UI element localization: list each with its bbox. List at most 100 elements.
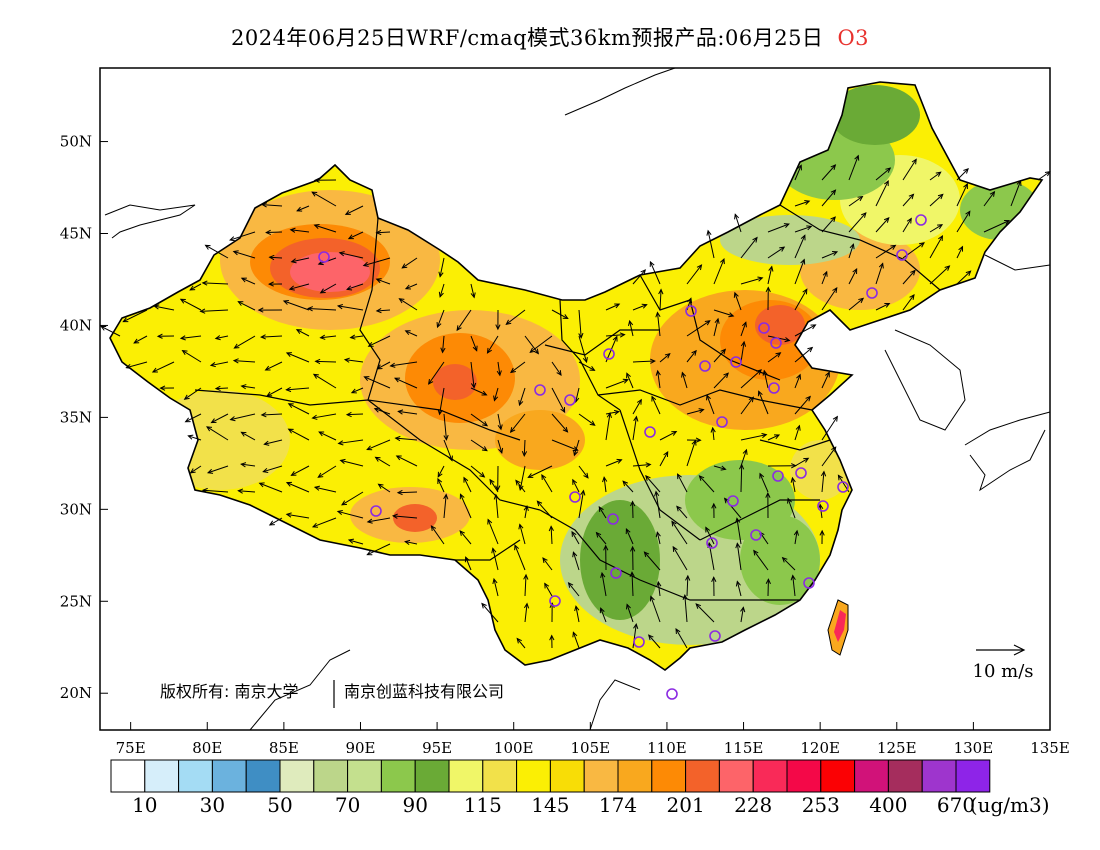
- wind-arrow: [100, 325, 121, 337]
- wind-arrow: [711, 576, 717, 597]
- wind-arrow: [600, 571, 607, 597]
- wind-arrow: [794, 424, 801, 441]
- wind-arrow: [398, 298, 418, 311]
- wind-arrow: [605, 378, 629, 389]
- wind-arrow: [632, 269, 647, 285]
- wind-arrow: [487, 518, 499, 545]
- wind-arrow: [337, 439, 364, 446]
- wind-arrow: [495, 309, 501, 331]
- wind-arrow: [367, 335, 391, 347]
- wind-arrow: [366, 543, 391, 556]
- wind-arrow: [605, 332, 626, 338]
- wind-arrow: [497, 413, 503, 431]
- wind-arrow: [794, 164, 802, 181]
- wind-arrow: [375, 278, 391, 285]
- wind-arrow: [875, 180, 889, 207]
- wind-arrow: [159, 385, 175, 391]
- legend-label: 253: [802, 793, 840, 817]
- wind-arrow: [189, 283, 202, 291]
- credit-left: 版权所有: 南京大学: [160, 682, 298, 701]
- wind-arrow: [495, 465, 501, 492]
- wind-arrow: [605, 411, 612, 441]
- wind-arrow: [542, 557, 553, 571]
- wind-arrow: [524, 335, 540, 355]
- wind-arrow: [765, 578, 771, 597]
- station-marker: [772, 470, 784, 482]
- station-marker: [866, 287, 878, 299]
- wind-arrow: [210, 413, 229, 424]
- station-marker: [603, 348, 615, 360]
- wind-arrow: [740, 396, 755, 415]
- wind-arrow: [338, 251, 364, 259]
- wind-arrow: [848, 297, 865, 311]
- station-marker: [706, 537, 718, 549]
- wind-arrow: [676, 505, 688, 519]
- legend-label: 50: [267, 793, 292, 817]
- station-marker: [727, 495, 739, 507]
- wind-arrow: [313, 485, 337, 493]
- wind-arrow: [794, 288, 808, 311]
- wind-arrow: [794, 234, 806, 259]
- wind-arrow: [956, 210, 971, 233]
- wind-arrow: [314, 358, 337, 365]
- wind-arrow: [463, 476, 472, 493]
- wind-arrow: [740, 606, 746, 623]
- wind-arrow: [578, 489, 586, 519]
- wind-arrow: [437, 465, 445, 478]
- wind-arrow: [199, 308, 229, 314]
- wind-arrow: [394, 377, 418, 389]
- legend-swatch: [549, 759, 585, 793]
- wind-arrow: [394, 435, 418, 442]
- wind-arrow: [396, 489, 418, 496]
- color-legend: 10 30 50 70 90 115 145 174 201 228 253 400 670(ug/m3…: [110, 759, 1050, 817]
- wind-arrow: [341, 491, 364, 506]
- wind-arrow: [206, 426, 229, 441]
- wind-arrow: [261, 202, 283, 208]
- lon-tick-label: 120E: [800, 739, 840, 757]
- legend-label: 145: [531, 793, 569, 817]
- wind-arrow: [240, 277, 256, 285]
- station-marker: [758, 322, 770, 334]
- wind-arrow: [206, 465, 229, 474]
- wind-arrow: [232, 250, 256, 259]
- wind-arrow: [233, 335, 256, 349]
- lon-tick-label: 75E: [116, 739, 146, 757]
- wind-arrow: [345, 411, 364, 418]
- wind-arrow: [629, 571, 635, 597]
- wind-arrow: [956, 270, 972, 285]
- wind-arrow: [956, 168, 969, 181]
- wind-arrow: [285, 352, 310, 363]
- wind-arrow: [319, 334, 337, 340]
- lon-tick-label: 100E: [494, 739, 534, 757]
- wind-arrow: [753, 549, 769, 571]
- wind-arrow: [1010, 179, 1022, 207]
- wind-arrow: [875, 262, 884, 285]
- wind-arrow: [260, 334, 283, 340]
- wind-arrow: [214, 385, 229, 392]
- wind-arrow: [311, 517, 337, 528]
- wind-arrow: [509, 413, 526, 433]
- station-marker: [770, 337, 782, 349]
- wind-arrow: [181, 349, 202, 363]
- wind-arrow: [790, 574, 796, 597]
- wind-arrow: [671, 520, 688, 545]
- legend-label: 10: [132, 793, 157, 817]
- wind-arrow: [848, 267, 858, 285]
- legend-swatch: [921, 759, 957, 793]
- wind-arrow: [567, 582, 580, 597]
- wind-arrow: [902, 293, 915, 311]
- wind-arrow: [428, 361, 445, 385]
- title-species: O3: [837, 26, 870, 50]
- wind-arrow: [523, 602, 530, 623]
- station-marker: [837, 481, 849, 493]
- wind-arrow: [711, 502, 717, 519]
- wind-arrow: [578, 309, 584, 339]
- wind-arrow: [430, 525, 445, 545]
- wind-arrow: [344, 205, 364, 215]
- station-marker: [709, 630, 721, 642]
- wind-arrow: [290, 257, 310, 264]
- legend-swatch: [347, 759, 382, 793]
- credit-text: 版权所有: 南京大学 南京创蓝科技有限公司: [160, 680, 504, 708]
- wind-arrow: [658, 288, 664, 311]
- wind-arrow: [875, 167, 892, 181]
